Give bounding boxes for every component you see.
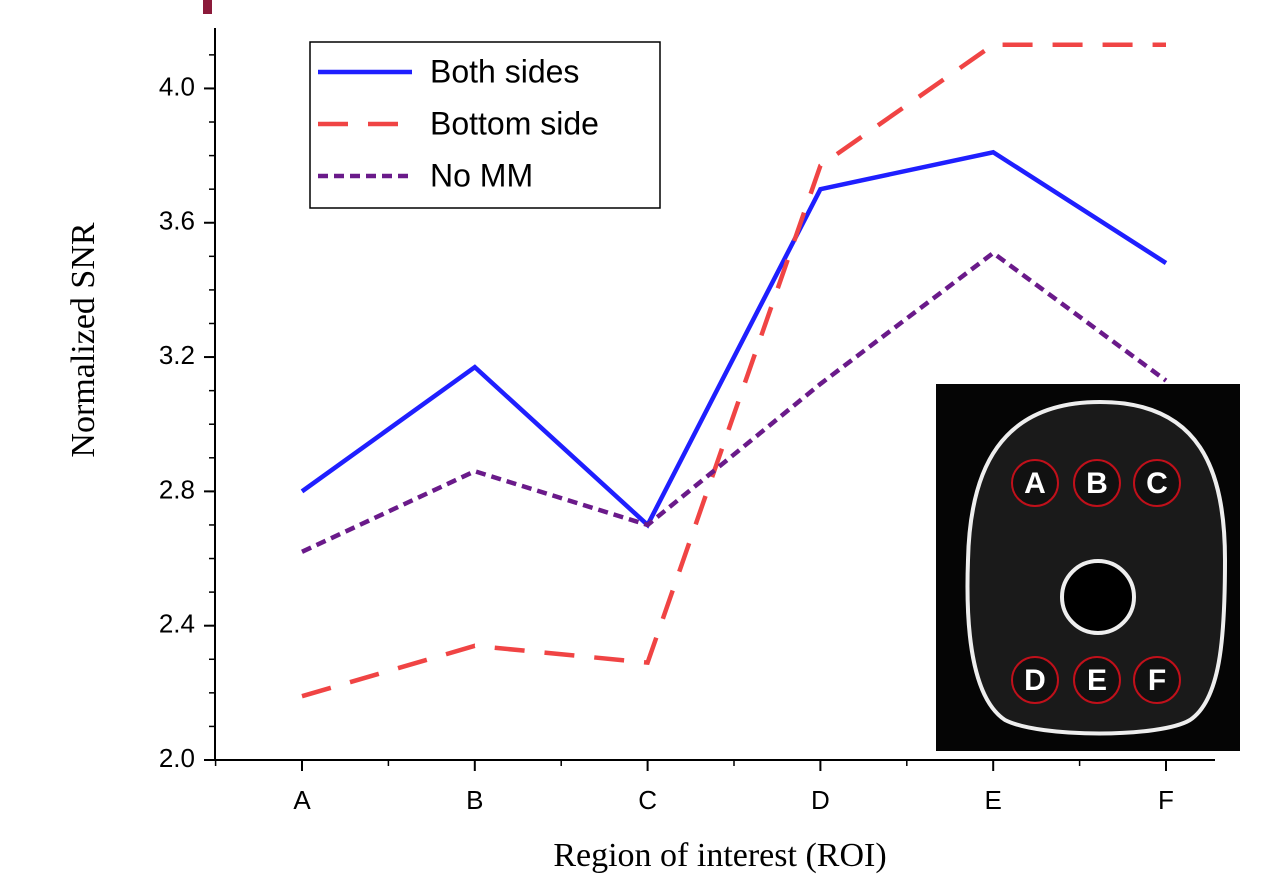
x-tick-label: E — [985, 785, 1002, 815]
legend-label: Both sides — [430, 53, 579, 89]
x-tick-label: F — [1158, 785, 1174, 815]
x-axis-label: Region of interest (ROI) — [553, 837, 886, 874]
page: {"chart_data": {"type": "line", "ylabel"… — [0, 0, 1264, 887]
roi-label: E — [1087, 664, 1107, 697]
y-tick-label: 2.0 — [159, 743, 195, 773]
y-tick-label: 2.4 — [159, 609, 195, 639]
roi-label: F — [1148, 664, 1166, 697]
y-tick-label: 2.8 — [159, 474, 195, 504]
x-tick-label: A — [293, 785, 311, 815]
legend-label: No MM — [430, 157, 533, 193]
roi-label: D — [1024, 664, 1046, 697]
roi-label: C — [1146, 467, 1168, 500]
y-tick-label: 4.0 — [159, 71, 195, 101]
x-tick-label: D — [811, 785, 830, 815]
inset-image: A B C D E F — [936, 384, 1240, 751]
legend: Both sides Bottom side No MM — [310, 42, 660, 208]
y-axis-label: Normalized SNR — [65, 222, 102, 457]
chart: Normalized SNR Region of interest (ROI) … — [0, 0, 1264, 887]
corner-mark — [203, 0, 212, 14]
roi-label: B — [1086, 467, 1108, 500]
x-tick-label: C — [638, 785, 657, 815]
legend-label: Bottom side — [430, 105, 599, 141]
y-tick-label: 3.6 — [159, 206, 195, 236]
x-tick-label: B — [466, 785, 483, 815]
roi-label: A — [1024, 467, 1046, 500]
y-tick-label: 3.2 — [159, 340, 195, 370]
